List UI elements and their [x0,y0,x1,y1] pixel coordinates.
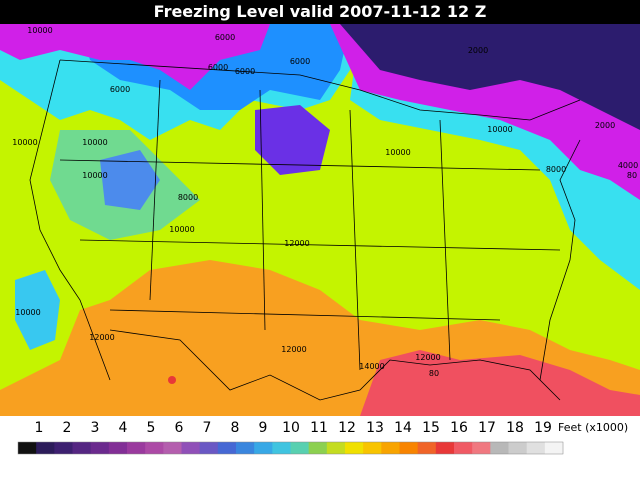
legend-swatch [326,442,346,454]
legend-swatch [526,442,546,454]
legend-label: 8 [231,420,240,436]
region-cyan-west [50,130,200,240]
legend-swatch [544,442,564,454]
legend-label: 10 [282,420,300,436]
legend-swatch [272,442,291,454]
legend-swatch [36,442,55,454]
contour-label: 12000 [89,333,114,342]
legend-swatch [199,442,219,454]
contour-label: 12000 [284,239,309,248]
legend-label: 4 [119,420,128,436]
legend-swatch [381,442,400,454]
legend-label: 17 [478,420,496,436]
legend-swatch [217,442,237,454]
region-cyan-sw [15,270,60,350]
legend-swatch [508,442,528,454]
region-red [360,350,640,416]
contour-label: 2000 [468,46,488,55]
legend-label: 19 [534,420,552,436]
legend-label: 3 [91,420,100,436]
title-bar [0,0,640,24]
legend-swatch [345,442,364,454]
legend-swatch [127,442,146,454]
legend-swatch [18,442,37,454]
contour-label: 10000 [82,138,107,147]
legend-label: 7 [203,420,212,436]
legend: 1 2 3 4 5 6 7 8 9 10 11 12 13 14 15 16 17 18 19 Feet (x1000… [17,420,628,455]
legend-swatch [90,442,110,454]
legend-swatch [54,442,73,454]
contour-label: 6000 [290,57,310,66]
contour-label: 10000 [487,125,512,134]
legend-swatch [181,442,201,454]
contour-label: 2000 [595,121,615,130]
legend-swatch [145,442,164,454]
legend-label: 1 [35,420,44,436]
contour-label: 12000 [281,345,306,354]
contour-label: 10000 [169,225,194,234]
map: 10000 6000 6000 6000 6000 2000 2000 10000 10000 1… [0,24,640,416]
legend-label: 18 [506,420,524,436]
legend-swatch [254,442,273,454]
title: Freezing Level valid 2007-11-12 12 Z [154,2,487,21]
legend-label: 16 [450,420,468,436]
contour-label: 10000 [15,308,40,317]
region-navy [340,24,640,130]
region-red-spot [168,376,176,384]
legend-swatch [72,442,92,454]
legend-label: 13 [366,420,384,436]
region-magenta [0,24,270,90]
contour-label: 8000 [546,165,566,174]
contour-label: 6000 [235,67,255,76]
legend-label: 5 [147,420,156,436]
legend-swatch [454,442,473,454]
contour-label: 10000 [27,26,52,35]
legend-frame [17,441,564,455]
contour-label: 4000 [618,161,638,170]
legend-swatch [399,442,419,454]
contour-label: 10000 [82,171,107,180]
contour-label: 14000 [359,362,384,371]
legend-unit: Feet (x1000) [558,421,628,434]
legend-swatch [363,442,382,454]
legend-label: 9 [259,420,268,436]
legend-swatch [290,442,310,454]
legend-swatch [417,442,437,454]
legend-swatch [435,442,455,454]
contour-label: 6000 [208,63,228,72]
legend-swatch [308,442,328,454]
contour-label: 10000 [12,138,37,147]
legend-label: 14 [394,420,412,436]
legend-label: 15 [422,420,440,436]
legend-swatch [490,442,509,454]
contour-label: 80 [429,369,439,378]
boundaries [29,59,581,401]
contour-labels: 10000 6000 6000 6000 6000 2000 2000 10000 10000 1… [12,26,638,378]
legend-swatch [163,442,182,454]
legend-label: 12 [338,420,356,436]
legend-swatch [472,442,491,454]
legend-swatch [236,442,255,454]
contour-label: 6000 [215,33,235,42]
region-violet [255,105,330,175]
contour-label: 10000 [385,148,410,157]
contour-label: 8000 [178,193,198,202]
legend-swatch [108,442,128,454]
contour-label: 80 [627,171,637,180]
contour-label: 6000 [110,85,130,94]
contour-label: 12000 [415,353,440,362]
legend-label: 2 [63,420,72,436]
legend-label: 11 [310,420,328,436]
legend-label: 6 [175,420,184,436]
